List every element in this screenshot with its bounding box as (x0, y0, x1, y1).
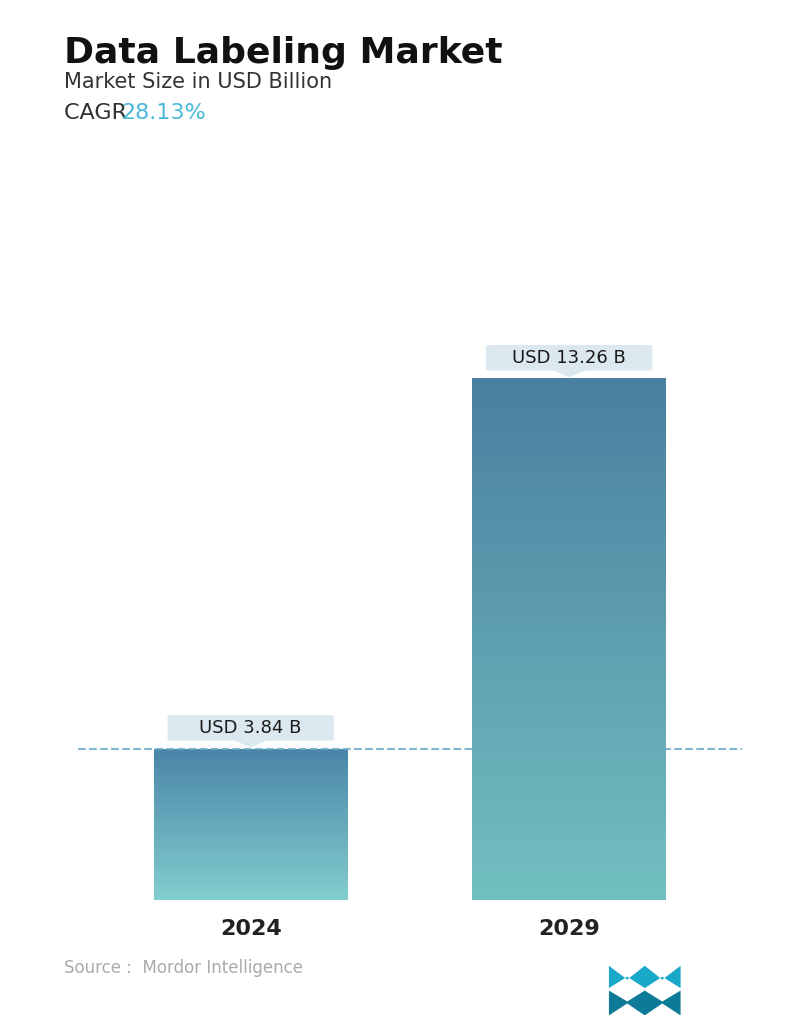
Text: USD 13.26 B: USD 13.26 B (513, 348, 626, 367)
Polygon shape (236, 740, 266, 747)
Polygon shape (554, 370, 584, 376)
Text: 28.13%: 28.13% (121, 103, 205, 123)
Text: Data Labeling Market: Data Labeling Market (64, 36, 502, 70)
Text: CAGR: CAGR (64, 103, 134, 123)
FancyBboxPatch shape (168, 716, 334, 740)
FancyBboxPatch shape (486, 345, 652, 370)
Text: Market Size in USD Billion: Market Size in USD Billion (64, 72, 332, 92)
Polygon shape (609, 991, 681, 1015)
Text: Source :  Mordor Intelligence: Source : Mordor Intelligence (64, 960, 302, 977)
Polygon shape (609, 966, 681, 989)
Text: USD 3.84 B: USD 3.84 B (200, 719, 302, 737)
